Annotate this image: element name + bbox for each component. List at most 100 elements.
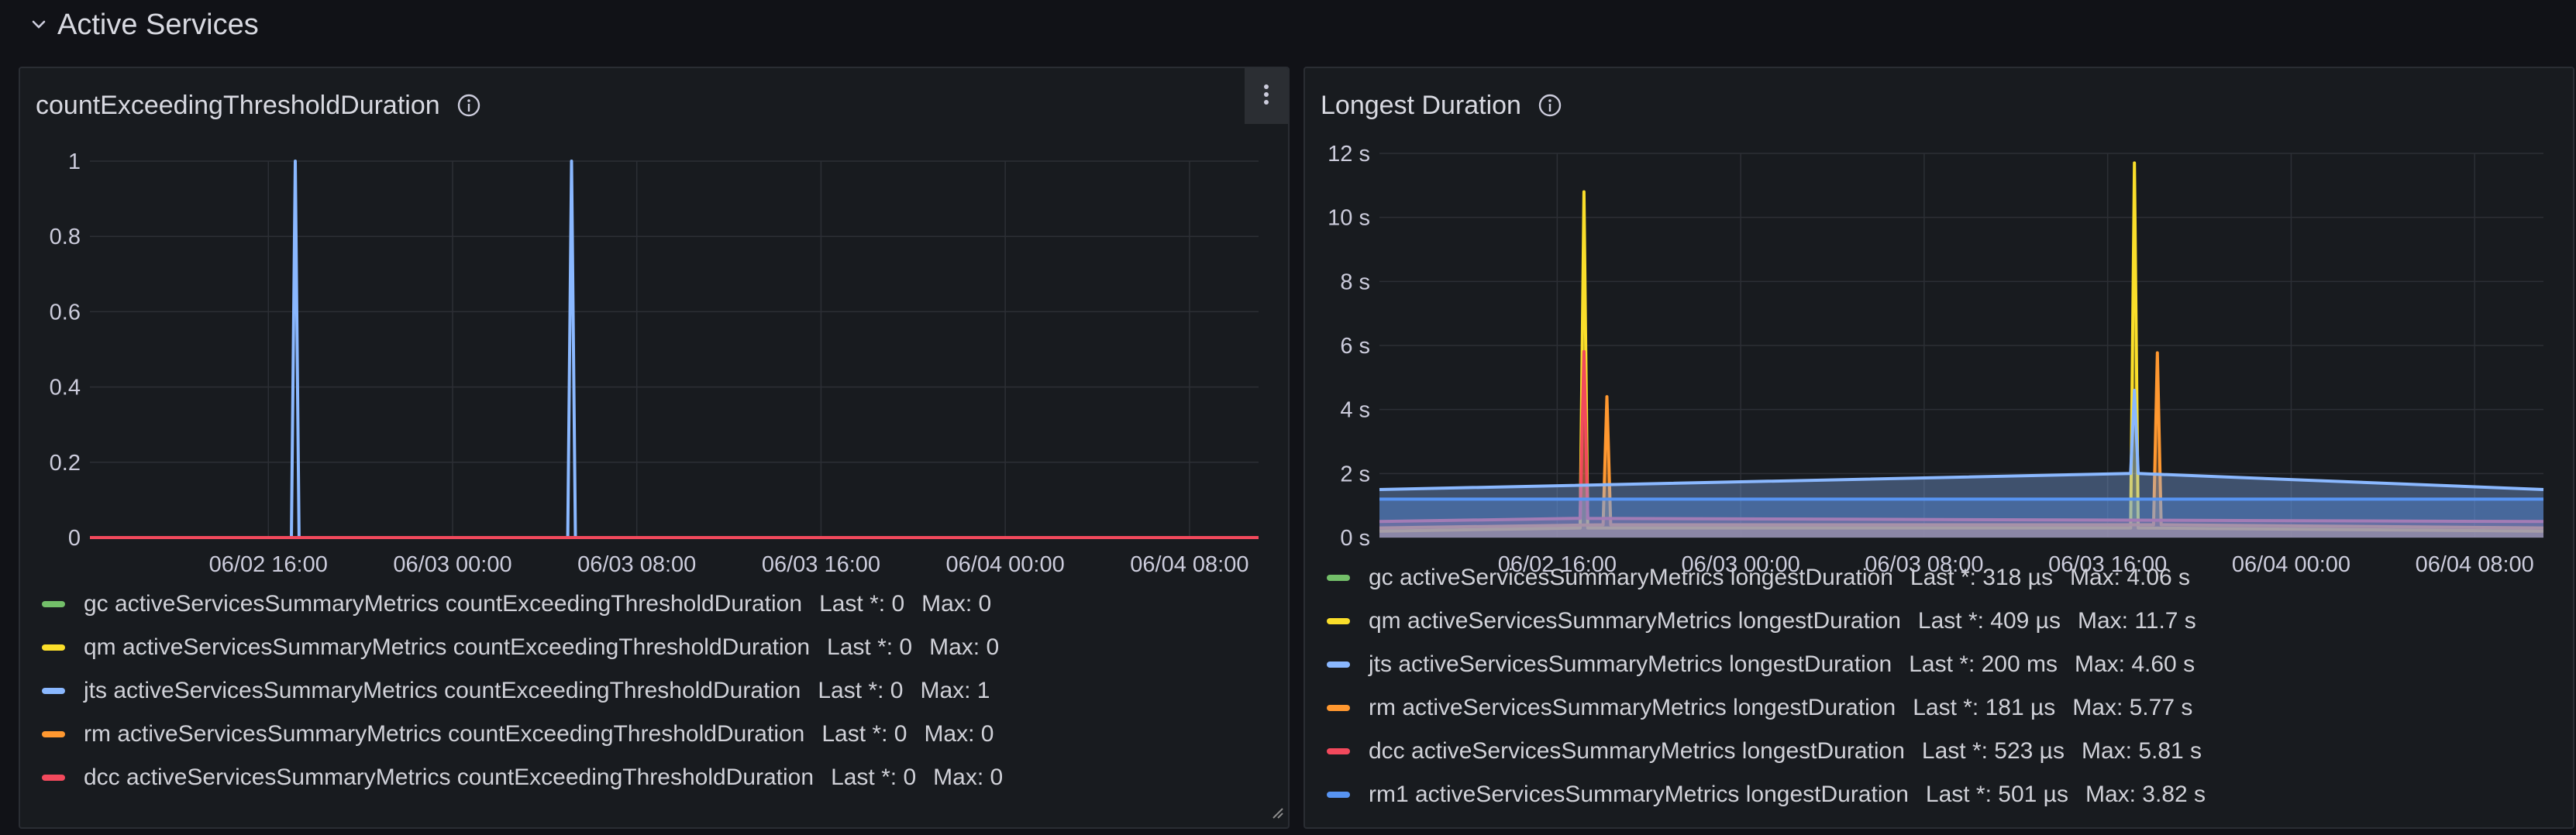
legend-last-value: Last *: 0 (819, 591, 905, 617)
legend-max-value: Max: 11.7 s (2077, 608, 2196, 634)
row-header-active-services[interactable]: Active Services (29, 3, 259, 46)
series-line-jts (90, 160, 1259, 539)
panel-title: Longest Duration (1321, 90, 1521, 120)
legend-item-gc[interactable]: gc activeServicesSummaryMetrics longestD… (1327, 556, 2223, 600)
legend-item-gc[interactable]: gc activeServicesSummaryMetrics countExc… (42, 582, 1020, 626)
series-line-dcc (1379, 349, 2544, 524)
legend-item-dcc[interactable]: dcc activeServicesSummaryMetrics longest… (1327, 730, 2223, 773)
legend-series-name: gc activeServicesSummaryMetrics longestD… (1369, 565, 1893, 590)
y-tick-label: 0.2 (50, 451, 81, 476)
legend-max-value: Max: 1 (920, 678, 990, 703)
legend-last-value: Last *: 501 µs (1925, 782, 2068, 807)
legend-series-name: qm activeServicesSummaryMetrics longestD… (1369, 608, 1901, 634)
x-tick-label: 06/03 00:00 (1682, 552, 1800, 577)
x-tick-label: 06/04 08:00 (1130, 552, 1248, 577)
legend-item-dcc[interactable]: dcc activeServicesSummaryMetrics countEx… (42, 756, 1020, 799)
legend-max-value: Max: 4.06 s (2069, 565, 2191, 590)
panel-menu-button[interactable] (1245, 68, 1288, 124)
x-tick-label: 06/03 08:00 (1865, 552, 1983, 577)
x-tick-label: 06/03 16:00 (762, 552, 880, 577)
x-tick-label: 06/03 08:00 (577, 552, 696, 577)
legend-swatch (42, 731, 65, 737)
y-tick-label: 6 s (1340, 334, 1370, 359)
panel-header: Longest Duration (1321, 84, 1563, 127)
legend-swatch (42, 644, 65, 651)
y-tick-label: 1 (68, 149, 81, 174)
legend-item-qm[interactable]: qm activeServicesSummaryMetrics longestD… (1327, 600, 2223, 643)
legend-swatch (1327, 661, 1350, 668)
legend-max-value: Max: 5.81 s (2081, 738, 2202, 764)
y-tick-label: 0.6 (50, 300, 81, 325)
legend-last-value: Last *: 200 ms (1909, 651, 2058, 677)
legend-series-name: rm activeServicesSummaryMetrics countExc… (84, 721, 805, 747)
x-tick-label: 06/02 16:00 (209, 552, 328, 577)
series-line-rm (1379, 351, 2544, 530)
legend: gc activeServicesSummaryMetrics longestD… (1327, 556, 2223, 816)
y-tick-label: 10 s (1328, 206, 1370, 231)
legend-max-value: Max: 0 (924, 721, 994, 747)
legend-series-name: dcc activeServicesSummaryMetrics countEx… (84, 765, 814, 790)
y-tick-label: 0.4 (50, 376, 81, 400)
legend-swatch (1327, 575, 1350, 581)
legend-series-name: dcc activeServicesSummaryMetrics longest… (1369, 738, 1905, 764)
y-tick-label: 12 s (1328, 142, 1370, 167)
legend-last-value: Last *: 0 (827, 634, 913, 660)
legend-item-jts[interactable]: jts activeServicesSummaryMetrics longest… (1327, 643, 2223, 686)
row-title: Active Services (57, 8, 259, 41)
legend-series-name: jts activeServicesSummaryMetrics countEx… (84, 678, 801, 703)
legend-series-name: rm1 activeServicesSummaryMetrics longest… (1369, 782, 1909, 807)
x-tick-label: 06/04 00:00 (2232, 552, 2350, 577)
chevron-down-icon[interactable] (29, 15, 48, 34)
x-tick-label: 06/03 00:00 (393, 552, 511, 577)
panel-count-exceeding: countExceedingThresholdDuration 0 0.2 0.4 0… (19, 67, 1290, 829)
legend-swatch (1327, 792, 1350, 798)
legend-swatch (42, 775, 65, 781)
legend-item-rm1[interactable]: rm1 activeServicesSummaryMetrics longest… (1327, 773, 2223, 816)
y-tick-label: 8 s (1340, 270, 1370, 294)
legend-max-value: Max: 3.82 s (2085, 782, 2206, 807)
chart-longest-duration: 0 s 2 s 4 s 6 s 8 s 10 s 12 s 06/02 16:00 06/03 … (1328, 142, 2544, 577)
series-line-jts (1379, 388, 2544, 491)
legend-item-rm[interactable]: rm activeServicesSummaryMetrics countExc… (42, 713, 1020, 756)
legend-max-value: Max: 0 (933, 765, 1004, 790)
legend-max-value: Max: 4.60 s (2075, 651, 2195, 677)
panel-title: countExceedingThresholdDuration (36, 90, 440, 120)
info-icon[interactable] (456, 92, 482, 119)
y-tick-label: 0 (68, 526, 81, 551)
series-area-rm1 (1379, 499, 2543, 538)
legend-last-value: Last *: 0 (818, 678, 904, 703)
legend-item-rm[interactable]: rm activeServicesSummaryMetrics longestD… (1327, 686, 2223, 730)
legend-swatch (42, 601, 65, 607)
x-tick-label: 06/02 16:00 (1498, 552, 1617, 577)
legend-last-value: Last *: 0 (821, 721, 907, 747)
legend: gc activeServicesSummaryMetrics countExc… (42, 582, 1020, 799)
series-area-jts (1379, 390, 2543, 538)
legend-last-value: Last *: 181 µs (1913, 695, 2056, 720)
legend-last-value: Last *: 0 (831, 765, 917, 790)
legend-last-value: Last *: 523 µs (1921, 738, 2065, 764)
legend-max-value: Max: 5.77 s (2072, 695, 2193, 720)
y-tick-label: 0.8 (50, 225, 81, 249)
y-tick-label: 2 s (1340, 462, 1370, 486)
legend-item-qm[interactable]: qm activeServicesSummaryMetrics countExc… (42, 626, 1020, 669)
legend-item-jts[interactable]: jts activeServicesSummaryMetrics countEx… (42, 669, 1020, 713)
legend-swatch (42, 688, 65, 694)
chart-count-exceeding: 0 0.2 0.4 0.6 0.8 1 06/02 16:00 06/03 00:00 06/0… (50, 149, 1259, 577)
y-tick-label: 0 s (1340, 526, 1370, 551)
legend-series-name: rm activeServicesSummaryMetrics longestD… (1369, 695, 1896, 720)
x-tick-label: 06/04 00:00 (946, 552, 1065, 577)
legend-max-value: Max: 0 (929, 634, 1000, 660)
resize-handle-icon[interactable] (1273, 808, 1283, 823)
legend-swatch (1327, 748, 1350, 754)
legend-series-name: qm activeServicesSummaryMetrics countExc… (84, 634, 811, 660)
panel-longest-duration: Longest Duration 0 s 2 s 4 s 6 s 8 s 10 s 12 s… (1303, 67, 2574, 829)
legend-max-value: Max: 0 (921, 591, 992, 617)
x-tick-label: 06/04 08:00 (2416, 552, 2534, 577)
legend-last-value: Last *: 409 µs (1917, 608, 2061, 634)
panel-header: countExceedingThresholdDuration (36, 84, 482, 127)
y-tick-label: 4 s (1340, 398, 1370, 423)
info-icon[interactable] (1537, 92, 1563, 119)
legend-last-value: Last *: 318 µs (1910, 565, 2053, 590)
kebab-menu-icon (1263, 83, 1269, 110)
legend-series-name: jts activeServicesSummaryMetrics longest… (1369, 651, 1892, 677)
